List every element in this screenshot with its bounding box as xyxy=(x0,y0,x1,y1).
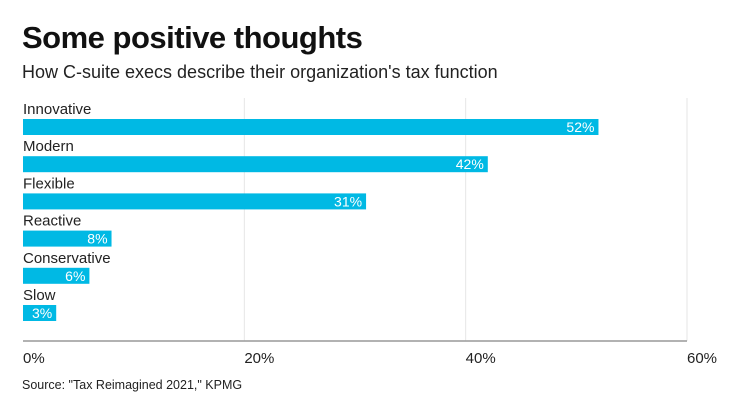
x-tick-label: 0% xyxy=(23,350,45,367)
bar xyxy=(23,119,599,135)
value-label: 6% xyxy=(65,268,85,284)
category-label: Innovative xyxy=(23,101,91,118)
category-label: Slow xyxy=(23,287,56,304)
x-tick-label: 40% xyxy=(466,350,496,367)
category-label: Flexible xyxy=(23,175,75,192)
x-tick-label: 60% xyxy=(687,350,717,367)
category-label: Reactive xyxy=(23,213,81,230)
value-label: 52% xyxy=(566,119,594,135)
bar xyxy=(23,305,57,321)
chart-title: Some positive thoughts xyxy=(22,20,363,55)
x-tick-label: 20% xyxy=(244,350,274,367)
category-label: Modern xyxy=(23,138,74,155)
bar xyxy=(23,267,90,284)
bar xyxy=(23,156,488,173)
value-label: 31% xyxy=(334,193,362,209)
source-note: Source: "Tax Reimagined 2021," KPMG xyxy=(22,378,243,392)
value-label: 3% xyxy=(32,305,52,321)
bar xyxy=(23,230,112,247)
category-label: Conservative xyxy=(23,250,111,267)
chart-subtitle: How C-suite execs describe their organiz… xyxy=(22,62,498,82)
value-label: 8% xyxy=(87,231,107,247)
bar xyxy=(23,193,367,210)
value-label: 42% xyxy=(456,156,484,172)
